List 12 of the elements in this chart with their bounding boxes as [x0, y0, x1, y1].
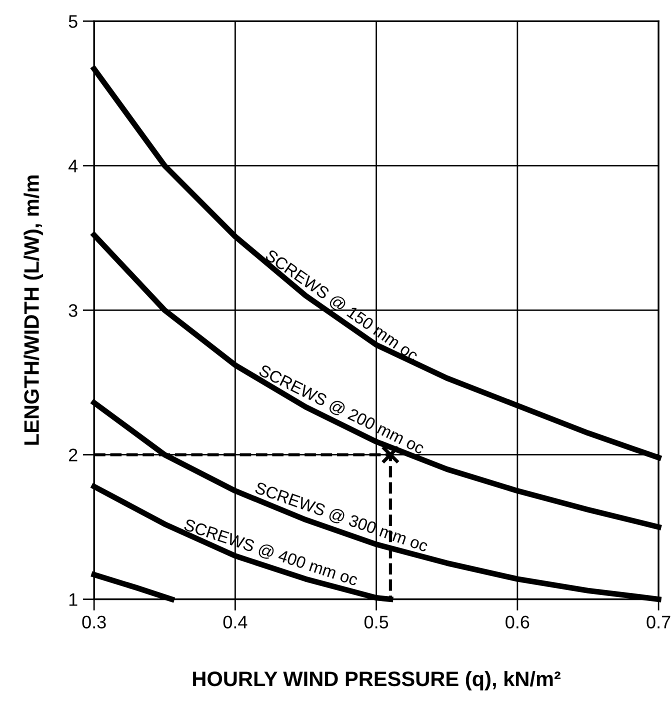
x-axis-title: HOURLY WIND PRESSURE (q), kN/m²	[193, 670, 561, 690]
y-tick-label: 5	[68, 15, 78, 28]
y-tick-label: 3	[68, 304, 78, 317]
x-tick-label: 0.4	[223, 616, 248, 628]
x-tick-label: 0.7	[646, 616, 670, 628]
x-tick-label: 0.5	[364, 616, 388, 628]
y-tick-label: 1	[69, 593, 78, 606]
y-tick-label: 4	[68, 160, 78, 172]
y-axis-title: LENGTH/WIDTH (L/W), m/m	[24, 176, 44, 445]
y-tick-label: 2	[68, 448, 78, 462]
x-tick-label: 0.3	[82, 616, 106, 628]
x-tick-label: 0.6	[506, 616, 530, 628]
